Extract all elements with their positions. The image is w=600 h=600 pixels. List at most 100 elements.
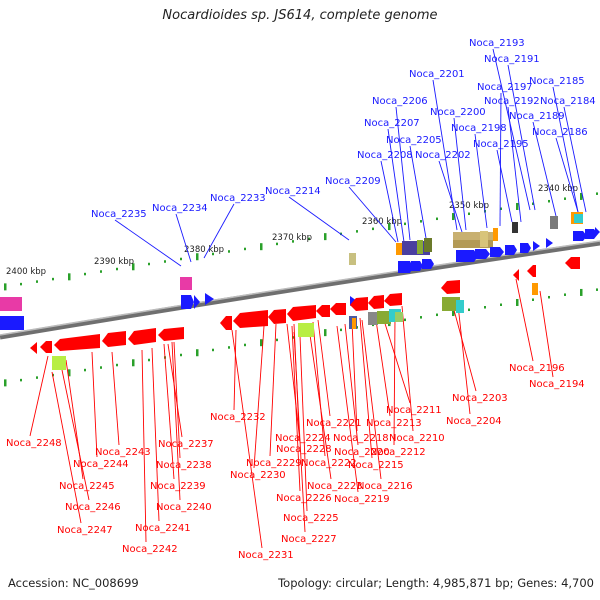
gene-arrow[interactable] [40, 341, 52, 353]
gene-label-reverse[interactable]: Noca_2223 [307, 481, 363, 492]
gene-box[interactable] [0, 316, 24, 330]
gene-box[interactable] [377, 311, 391, 324]
gene-box[interactable] [532, 283, 538, 295]
gene-arrow[interactable] [456, 250, 478, 262]
gene-label-reverse[interactable]: Noca_2241 [135, 523, 191, 534]
gene-box[interactable] [424, 238, 432, 252]
gene-label-reverse[interactable]: Noca_2240 [156, 502, 212, 513]
gene-label-forward[interactable]: Noca_2206 [372, 96, 428, 107]
gene-label-reverse[interactable]: Noca_2230 [230, 470, 286, 481]
gene-label-reverse[interactable]: Noca_2247 [57, 525, 113, 536]
gene-box[interactable] [574, 214, 583, 223]
gene-label-reverse[interactable]: Noca_2227 [281, 534, 337, 545]
gene-label-reverse[interactable]: Noca_2212 [370, 447, 426, 458]
gene-arrow[interactable] [527, 265, 536, 277]
gene-label-reverse[interactable]: Noca_2242 [122, 544, 178, 555]
gene-box[interactable] [493, 228, 498, 241]
gene-label-reverse[interactable]: Noca_2221 [306, 418, 362, 429]
gene-label-reverse[interactable]: Noca_2244 [73, 459, 129, 470]
gene-label-forward[interactable]: Noca_2234 [152, 203, 208, 214]
gene-arrow[interactable] [330, 303, 346, 315]
gene-box[interactable] [396, 243, 402, 255]
gene-arrow[interactable] [194, 295, 200, 309]
gene-arrow[interactable] [128, 328, 156, 345]
gene-box[interactable] [180, 277, 192, 290]
gene-box[interactable] [550, 216, 558, 229]
gene-label-reverse[interactable]: Noca_2232 [210, 412, 266, 423]
gene-arrow[interactable] [233, 310, 268, 328]
gene-label-forward[interactable]: Noca_2198 [451, 123, 507, 134]
gene-label-forward[interactable]: Noca_2209 [325, 176, 381, 187]
gene-label-reverse[interactable]: Noca_2194 [529, 379, 585, 390]
gene-label-forward[interactable]: Noca_2189 [509, 111, 565, 122]
gene-box[interactable] [0, 297, 22, 311]
gene-label-forward[interactable]: Noca_2195 [473, 139, 529, 150]
gene-label-reverse[interactable]: Noca_2216 [357, 481, 413, 492]
gene-arrow[interactable] [316, 305, 330, 317]
gene-arrow[interactable] [384, 293, 402, 306]
gene-box[interactable] [52, 356, 66, 370]
gene-label-forward[interactable]: Noca_2208 [357, 150, 413, 161]
gene-label-forward[interactable]: Noca_2197 [477, 82, 533, 93]
gene-label-reverse[interactable]: Noca_2225 [283, 513, 339, 524]
gene-arrow[interactable] [490, 247, 504, 257]
gene-arrow[interactable] [573, 231, 587, 241]
gene-arrow[interactable] [411, 261, 423, 271]
gene-box[interactable] [349, 253, 356, 265]
gene-label-reverse[interactable]: Noca_2211 [386, 405, 442, 416]
gene-arrow[interactable] [441, 280, 460, 294]
gene-arrow[interactable] [565, 257, 580, 269]
gene-label-forward[interactable]: Noca_2201 [409, 69, 465, 80]
gene-arrow[interactable] [422, 259, 434, 269]
gene-arrow[interactable] [205, 293, 214, 305]
gene-box[interactable] [456, 300, 464, 313]
gene-label-reverse[interactable]: Noca_2239 [150, 481, 206, 492]
gene-label-forward[interactable]: Noca_2207 [364, 118, 420, 129]
gene-label-reverse[interactable]: Noca_2204 [446, 416, 502, 427]
gene-box[interactable] [512, 222, 518, 233]
gene-label-reverse[interactable]: Noca_2248 [6, 438, 62, 449]
gene-label-forward[interactable]: Noca_2200 [430, 107, 486, 118]
gene-arrow[interactable] [368, 295, 384, 309]
gene-label-forward[interactable]: Noca_2205 [386, 135, 442, 146]
gene-arrow[interactable] [585, 229, 598, 239]
gene-label-reverse[interactable]: Noca_2215 [348, 460, 404, 471]
gene-label-reverse[interactable]: Noca_2237 [158, 439, 214, 450]
gene-label-reverse[interactable]: Noca_2231 [238, 550, 294, 561]
gene-label-reverse[interactable]: Noca_2238 [156, 460, 212, 471]
gene-box[interactable] [442, 297, 460, 311]
gene-arrow[interactable] [475, 249, 490, 259]
gene-arrow[interactable] [30, 342, 37, 354]
gene-box[interactable] [453, 240, 493, 248]
gene-arrow[interactable] [505, 245, 517, 255]
gene-arrow[interactable] [287, 305, 316, 321]
gene-arrow[interactable] [398, 261, 413, 273]
gene-label-forward[interactable]: Noca_2202 [415, 150, 471, 161]
gene-box[interactable] [352, 318, 356, 329]
gene-arrow[interactable] [268, 309, 286, 324]
gene-box[interactable] [480, 231, 488, 247]
gene-arrow[interactable] [54, 334, 100, 351]
gene-label-forward[interactable]: Noca_2185 [529, 76, 585, 87]
gene-label-forward[interactable]: Noca_2192 [484, 96, 540, 107]
gene-box[interactable] [298, 323, 314, 337]
gene-label-forward[interactable]: Noca_2184 [540, 96, 596, 107]
gene-label-forward[interactable]: Noca_2214 [265, 186, 321, 197]
gene-label-reverse[interactable]: Noca_2246 [65, 502, 121, 513]
gene-label-forward[interactable]: Noca_2193 [469, 38, 525, 49]
gene-label-reverse[interactable]: Noca_2222 [301, 458, 357, 469]
gene-label-forward[interactable]: Noca_2233 [210, 193, 266, 204]
gene-arrow[interactable] [533, 241, 540, 251]
gene-label-forward[interactable]: Noca_2235 [91, 209, 147, 220]
gene-arrow[interactable] [181, 295, 194, 309]
gene-label-reverse[interactable]: Noca_2213 [366, 418, 422, 429]
gene-label-reverse[interactable]: Noca_2196 [509, 363, 565, 374]
gene-box[interactable] [417, 240, 423, 254]
gene-arrow[interactable] [513, 269, 519, 281]
gene-label-reverse[interactable]: Noca_2243 [95, 447, 151, 458]
gene-arrow[interactable] [350, 297, 368, 311]
gene-label-reverse[interactable]: Noca_2228 [276, 444, 332, 455]
gene-label-reverse[interactable]: Noca_2245 [59, 481, 115, 492]
gene-label-reverse[interactable]: Noca_2210 [389, 433, 445, 444]
gene-label-reverse[interactable]: Noca_2229 [246, 458, 302, 469]
